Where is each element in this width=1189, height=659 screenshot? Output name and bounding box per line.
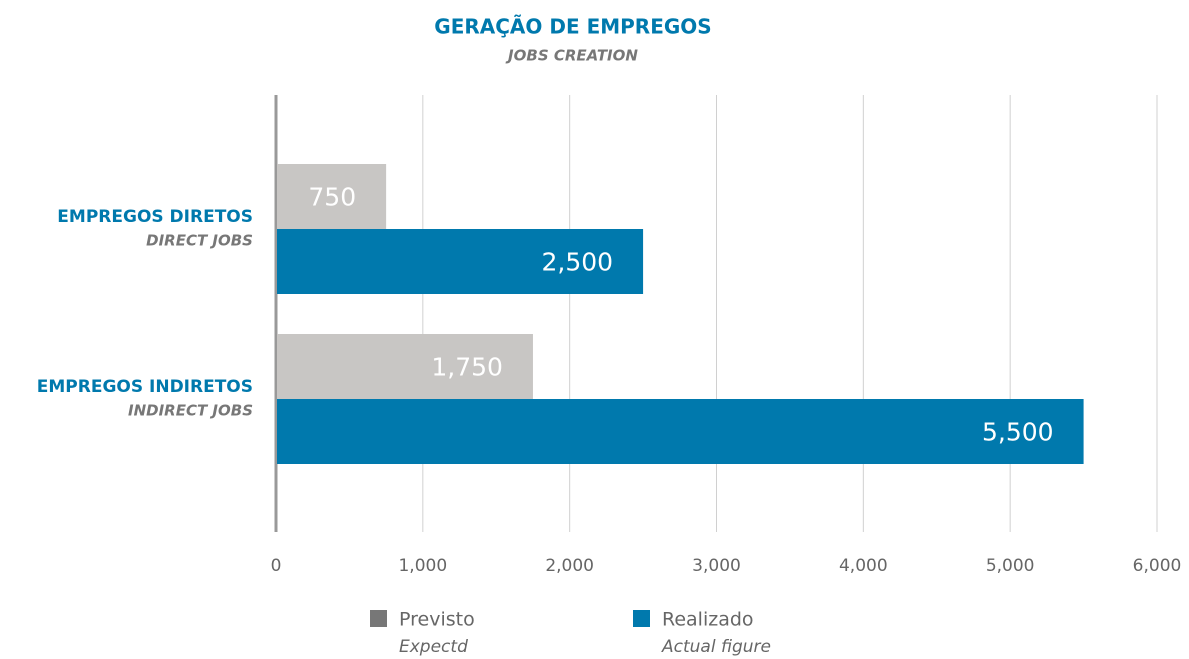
legend-label: Realizado	[662, 609, 754, 631]
category-subtitle: DIRECT JOBS	[146, 232, 253, 250]
x-tick-label: 5,000	[986, 556, 1035, 576]
value-label: 750	[308, 183, 356, 212]
bar	[277, 164, 387, 229]
legend-subtitle: Actual figure	[661, 637, 771, 657]
x-tick-label: 4,000	[839, 556, 888, 576]
bar	[277, 229, 644, 294]
x-tick-label: 2,000	[545, 556, 594, 576]
legend-subtitle: Expectd	[399, 637, 468, 657]
x-tick-label: 1,000	[398, 556, 447, 576]
bar	[277, 334, 533, 399]
legend-label: Previsto	[399, 609, 475, 631]
x-tick-label: 0	[271, 556, 282, 576]
x-tick-label: 3,000	[692, 556, 741, 576]
value-label: 2,500	[542, 248, 614, 277]
x-tick-label: 6,000	[1133, 556, 1182, 576]
legend-swatch	[370, 610, 387, 627]
value-label: 5,500	[982, 418, 1054, 447]
chart-title: GERAÇÃO DE EMPREGOS	[434, 15, 711, 39]
bar	[277, 399, 1084, 464]
chart-subtitle: JOBS CREATION	[505, 47, 638, 65]
category-label: EMPREGOS DIRETOS	[57, 207, 253, 227]
category-subtitle: INDIRECT JOBS	[128, 402, 253, 420]
legend-swatch	[633, 610, 650, 627]
category-label: EMPREGOS INDIRETOS	[37, 377, 253, 397]
value-label: 1,750	[431, 353, 503, 382]
